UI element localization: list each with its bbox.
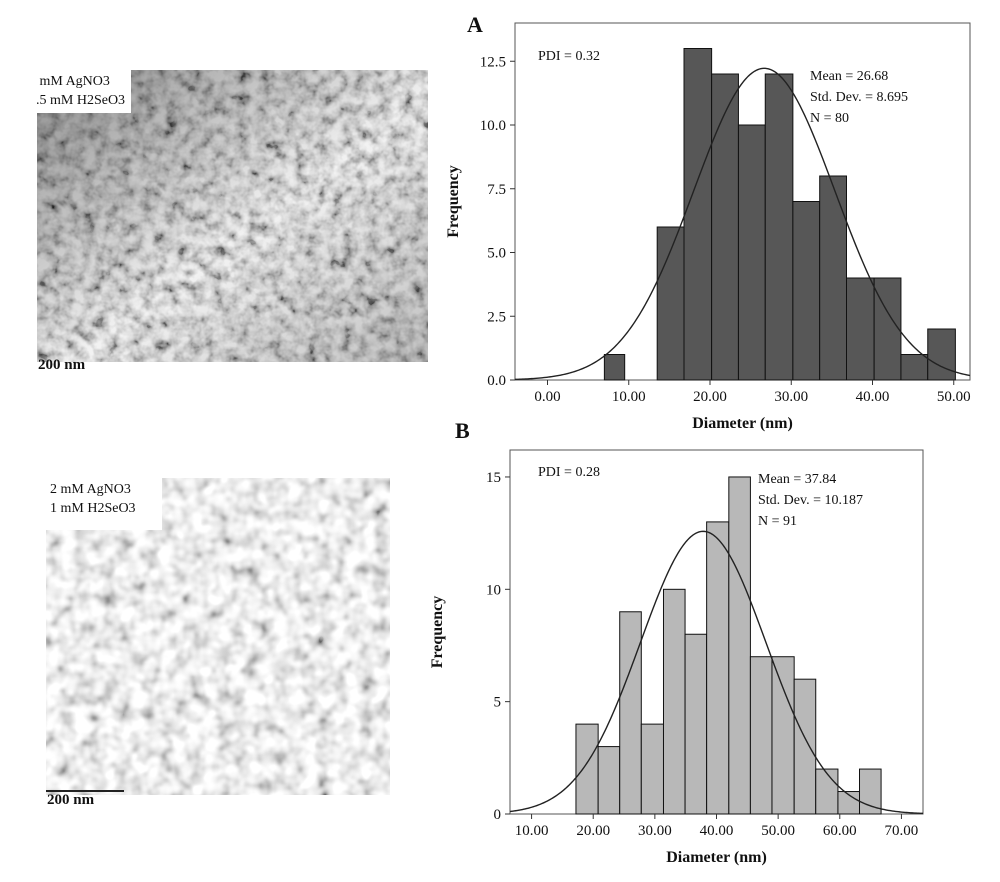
- micrograph-2-scale-bar: 200 nm: [47, 792, 95, 808]
- chart-b-bar-5: [684, 633, 708, 815]
- chart-b-xtick-label-1: 20.00: [576, 823, 610, 839]
- panel-letter-a: A: [467, 12, 483, 37]
- chart-a-bar-11: [927, 328, 956, 381]
- chart-b-bar-4: [662, 588, 686, 815]
- micrograph-2-label: 2 mM AgNO3 1 mM H2SeO3: [46, 478, 162, 530]
- chart-a-y-axis-label: Frequency: [445, 165, 462, 238]
- chart-b-xtick-label-6: 70.00: [885, 823, 919, 839]
- chart-a-xtick-label-2: 20.00: [693, 389, 727, 405]
- chart-a-bar-9: [873, 277, 902, 381]
- chart-b-bar-7: [728, 476, 751, 815]
- chart-a-bar-4: [737, 124, 766, 381]
- micrograph-1-label: 1 mM AgNO3 0.5 mM H2SeO3: [37, 70, 132, 113]
- chart-b-bar-2: [619, 611, 642, 815]
- histogram-a: 0.00 10.00 20.00 30.00 40.00 50.00 0.0 2.5 5.0 7.…: [445, 22, 971, 432]
- chart-b-bar-11: [815, 768, 839, 815]
- chart-b-bar-8: [749, 656, 773, 815]
- chart-b-stats-line-1: Std. Dev. = 10.187: [758, 493, 863, 508]
- chart-a-bar-5: [764, 73, 794, 381]
- chart-a-normal-curve: [514, 67, 971, 381]
- chart-b-ytick-label-0: 0: [494, 807, 502, 823]
- chart-b-xtick-label-4: 50.00: [761, 823, 795, 839]
- chart-b-xtick-label-0: 10.00: [515, 823, 549, 839]
- chart-a-bar-3: [711, 73, 739, 381]
- chart-b-bar-10: [793, 678, 817, 815]
- chart-b-bar-0: [575, 723, 599, 815]
- chart-a-ytick-label-5: 12.5: [480, 54, 506, 70]
- chart-b-normal-curve: [509, 530, 924, 815]
- chart-b-xtick-label-5: 60.00: [823, 823, 857, 839]
- chart-a-xtick-label-0: 0.00: [534, 389, 560, 405]
- chart-a-ytick-label-0: 0.0: [487, 373, 506, 389]
- chart-b-bar-1: [597, 746, 621, 815]
- chart-b-bar-3: [640, 723, 664, 815]
- micrograph-2-label-line-1: 2 mM AgNO3: [50, 482, 131, 497]
- chart-b-x-axis-label: Diameter (nm): [666, 849, 767, 866]
- chart-b-ytick-label-3: 15: [486, 470, 501, 486]
- chart-a-bar-8: [846, 277, 875, 381]
- chart-b-bar-6: [706, 521, 730, 815]
- chart-a-xtick-label-5: 50.00: [937, 389, 971, 405]
- chart-b-y-axis-label: Frequency: [429, 596, 446, 669]
- micrograph-2-scale-line: [46, 790, 124, 792]
- chart-a-stats-line-0: Mean = 26.68: [810, 69, 888, 84]
- chart-a-bar-0: [603, 354, 626, 381]
- micrograph-1-label-line-2: 0.5 mM H2SeO3: [37, 93, 126, 108]
- micrograph-1-scale-bar: 200 nm: [38, 357, 86, 373]
- chart-a-stats-line-2: N = 80: [810, 111, 849, 126]
- chart-a-xtick-label-4: 40.00: [856, 389, 890, 405]
- chart-a-ytick-label-2: 5.0: [487, 246, 506, 262]
- chart-b-stats-line-2: N = 91: [758, 514, 797, 529]
- micrograph-2-image: [46, 478, 390, 795]
- panel-letter-b: B: [455, 418, 470, 443]
- chart-a-bar-7: [819, 175, 847, 381]
- chart-b-bar-13: [859, 768, 882, 815]
- chart-b-pdi-annotation: PDI = 0.28: [538, 465, 600, 480]
- chart-a-xtick-label-3: 30.00: [774, 389, 808, 405]
- chart-a-bar-2: [683, 48, 713, 381]
- chart-a-ytick-label-3: 7.5: [487, 182, 506, 198]
- chart-b-xtick-label-3: 40.00: [700, 823, 734, 839]
- chart-a-pdi-annotation: PDI = 0.32: [538, 49, 600, 64]
- chart-a-ytick-label-1: 2.5: [487, 309, 506, 325]
- chart-a-bar-10: [900, 354, 929, 381]
- chart-a-xtick-label-1: 10.00: [612, 389, 646, 405]
- chart-a-x-axis-label: Diameter (nm): [692, 415, 793, 432]
- chart-a-bar-6: [792, 201, 821, 381]
- chart-a-ytick-label-4: 10.0: [480, 118, 506, 134]
- chart-b-bar-9: [771, 656, 795, 815]
- chart-b-stats-line-0: Mean = 37.84: [758, 472, 836, 487]
- micrograph-1-image: [37, 70, 428, 362]
- micrograph-1: 1 mM AgNO3 0.5 mM H2SeO3: [37, 70, 428, 362]
- histogram-b: 10.00 20.00 30.00 40.00 50.00 60.00 70.00 0 5 10 1…: [429, 449, 924, 866]
- micrograph-2: 2 mM AgNO3 1 mM H2SeO3: [46, 478, 390, 795]
- chart-b-xtick-label-2: 30.00: [638, 823, 672, 839]
- chart-b-ytick-label-1: 5: [494, 695, 502, 711]
- micrograph-1-label-line-1: 1 mM AgNO3: [37, 74, 110, 89]
- chart-a-stats-line-1: Std. Dev. = 8.695: [810, 90, 908, 105]
- micrograph-2-label-line-2: 1 mM H2SeO3: [50, 501, 136, 516]
- chart-b-ytick-label-2: 10: [486, 582, 501, 598]
